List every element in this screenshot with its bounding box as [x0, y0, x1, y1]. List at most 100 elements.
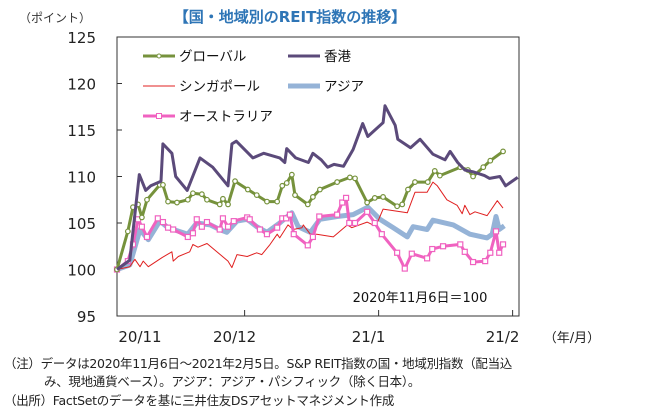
legend-label: 香港 [324, 49, 351, 65]
legend-marker [156, 53, 162, 59]
data-point-australia [316, 213, 323, 220]
data-point-australia [371, 219, 378, 227]
data-point-australia [364, 208, 371, 215]
x-tick-label: 21/2 [486, 328, 520, 346]
data-point-global [165, 198, 171, 205]
data-point-global [279, 182, 286, 189]
note-line-1: （注）データは2020年11月6日～2021年2月5日。S&P REIT指数の国… [4, 356, 512, 371]
data-point-australia [487, 249, 494, 256]
data-point-global [431, 168, 438, 174]
data-point-australia [304, 242, 311, 249]
data-point-global [225, 201, 231, 208]
series-line-1 [116, 104, 519, 271]
y-axis-label: （ポイント） [19, 11, 91, 25]
data-point-australia [482, 258, 489, 265]
data-point-global [304, 201, 311, 208]
data-point-global [334, 179, 341, 185]
data-point-australia [159, 218, 167, 226]
data-point-australia [138, 223, 145, 230]
series-line-2 [116, 181, 504, 270]
data-point-global [204, 196, 210, 203]
data-point-global [292, 192, 298, 199]
data-point-australia [164, 224, 172, 231]
data-point-australia [408, 250, 415, 257]
data-point-global [371, 194, 378, 201]
note-line-2: み、現地通貨ベース）。アジア：アジア・パシフィック（除く日本）。 [44, 374, 421, 389]
data-point-global [480, 164, 487, 171]
data-point-australia [203, 218, 211, 226]
data-point-global [253, 192, 260, 199]
chart-title: 【国・地域別のREIT指数の推移】 [174, 8, 407, 26]
data-point-australia [274, 224, 281, 231]
data-point-global [264, 198, 270, 205]
data-point-global [283, 180, 290, 186]
x-tick-label: 20/11 [118, 328, 161, 346]
data-point-australia [219, 215, 227, 222]
data-point-australia [309, 233, 316, 241]
data-point-global [436, 172, 443, 179]
data-point-global [244, 186, 251, 193]
data-point-australia [216, 226, 223, 233]
legend-label: アジア [324, 79, 364, 95]
y-tick-label: 120 [67, 76, 96, 94]
data-point-global [190, 190, 196, 197]
data-point-global [174, 199, 180, 206]
x-tick-label: 20/12 [213, 328, 256, 346]
data-point-australia [263, 231, 271, 238]
data-point-australia [492, 228, 500, 235]
legend-label: オーストラリア [179, 109, 273, 125]
data-point-australia [143, 233, 151, 241]
series-line-3 [116, 204, 506, 272]
data-point-global [347, 174, 353, 181]
data-point-australia [282, 215, 290, 222]
data-point-australia [198, 223, 205, 230]
data-point-global [412, 179, 418, 185]
data-point-australia [394, 249, 401, 256]
data-point-australia [286, 211, 294, 218]
data-point-australia [193, 216, 200, 223]
data-point-australia [224, 223, 232, 230]
data-point-global [184, 196, 191, 203]
data-point-global [399, 201, 406, 208]
data-point-australia [246, 216, 253, 223]
legend-label: グローバル [179, 49, 246, 65]
data-point-global [380, 194, 386, 200]
data-point-global [160, 181, 166, 188]
y-tick-label: 95 [77, 308, 96, 326]
data-point-global [487, 157, 494, 164]
data-point-australia [351, 219, 359, 227]
x-axis-label: （年/月） [544, 331, 600, 346]
data-point-australia [339, 199, 346, 206]
data-point-global [500, 148, 506, 155]
y-tick-label: 110 [67, 169, 96, 187]
data-point-australia [154, 215, 161, 222]
data-point-global [198, 191, 205, 198]
data-point-australia [184, 233, 191, 241]
data-point-australia [461, 248, 468, 255]
x-tick-label: 21/1 [352, 328, 386, 346]
data-point-australia [230, 218, 237, 225]
source-line: （出所）FactSetのデータを基に三井住友DSアセットマネジメント作成 [4, 393, 395, 408]
data-point-australia [256, 226, 264, 233]
y-tick-label: 100 [67, 262, 96, 280]
reit-index-chart: 【国・地域別のREIT指数の推移】 （ポイント） 95 100 105 110 115 1… [19, 8, 600, 346]
data-point-australia [401, 265, 408, 272]
legend-label: シンガポール [179, 79, 260, 95]
data-point-australia [429, 245, 436, 253]
data-point-global [424, 179, 431, 185]
data-point-global [288, 171, 295, 178]
data-point-australia [346, 219, 353, 227]
data-point-australia [290, 231, 297, 238]
data-point-australia [496, 249, 503, 256]
data-point-global [309, 194, 316, 200]
data-point-australia [469, 258, 477, 266]
data-point-global [405, 186, 411, 193]
data-point-global [216, 201, 223, 208]
data-point-global [317, 186, 323, 193]
data-point-global [470, 173, 476, 180]
data-point-global [394, 203, 401, 210]
data-point-australia [342, 194, 350, 201]
y-tick-label: 115 [67, 122, 96, 140]
data-point-global [124, 228, 131, 235]
data-point-australia [378, 231, 385, 238]
